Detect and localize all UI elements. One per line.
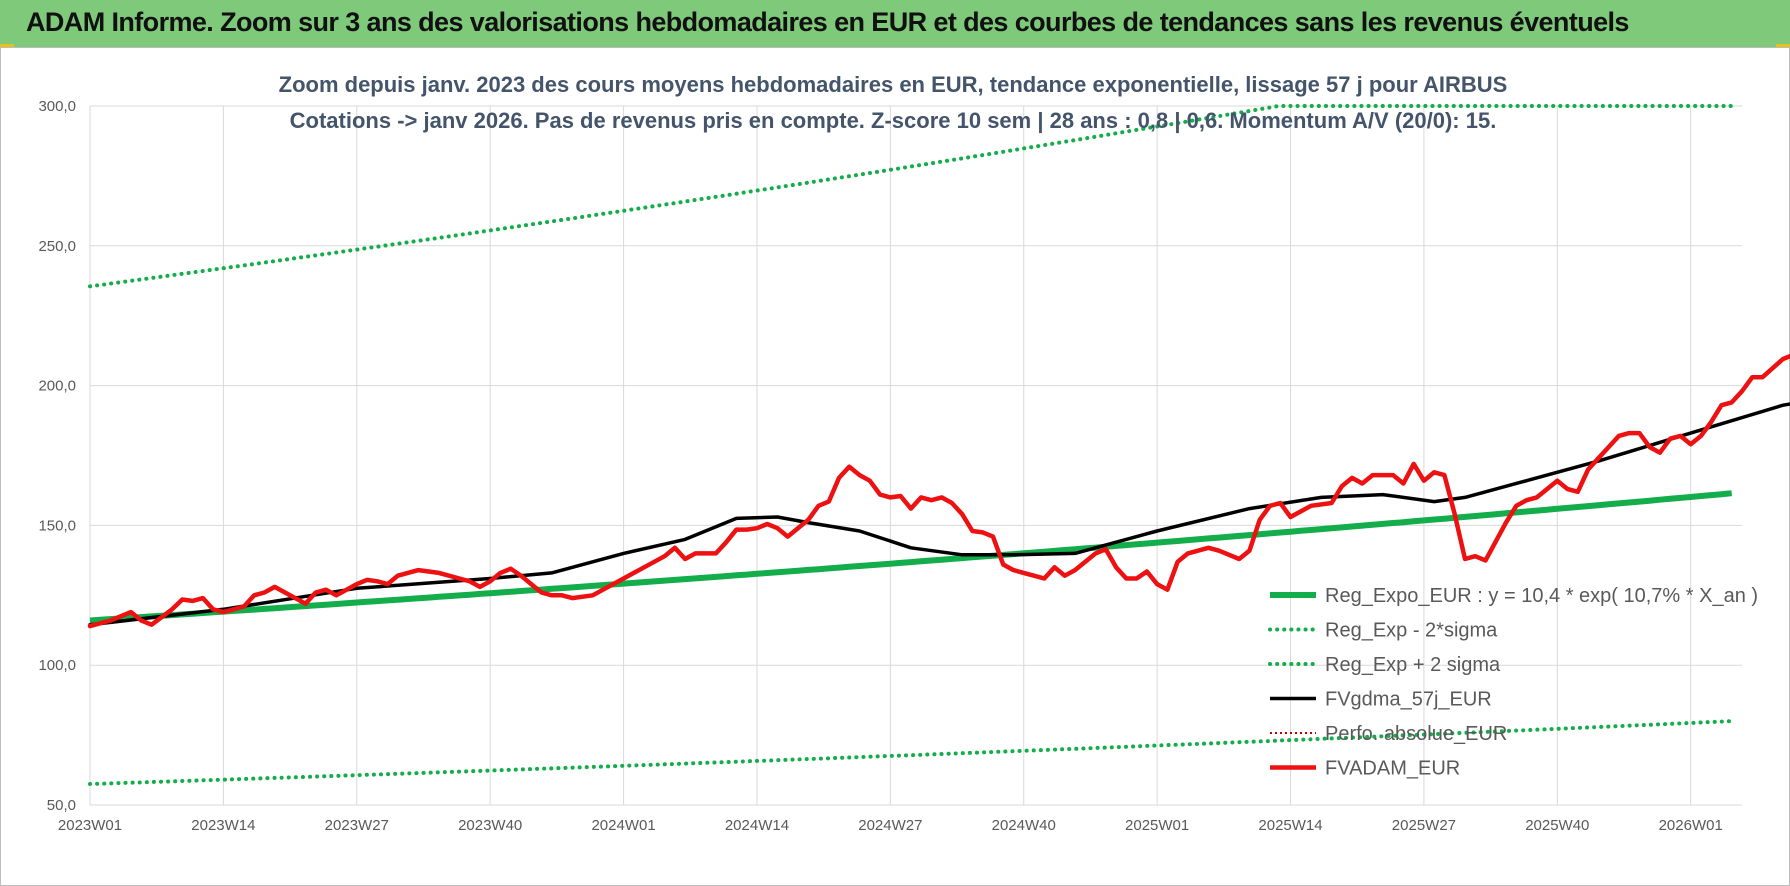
chart-title-line-1: Zoom depuis janv. 2023 des cours moyens … [279, 72, 1508, 97]
series-reg-expo [89, 490, 1732, 624]
x-tick-label: 2024W27 [858, 817, 922, 834]
chart-title-line-2: Cotations -> janv 2026. Pas de revenus p… [290, 108, 1497, 133]
x-axis-ticks: 2023W01 2023W14 2023W27 2023W40 2024W01 2024W… [58, 817, 1723, 834]
header-banner: ADAM Informe. Zoom sur 3 ans des valoris… [0, 0, 1790, 48]
x-tick-label: 2023W01 [58, 817, 122, 834]
x-tick-label: 2024W01 [591, 817, 655, 834]
x-tick-label: 2023W14 [191, 817, 255, 834]
x-tick-label: 2025W14 [1258, 817, 1322, 834]
y-tick-label: 100,0 [38, 657, 76, 674]
x-tick-label: 2026W01 [1659, 817, 1723, 834]
right-corner-marker [1776, 44, 1790, 48]
y-tick-label: 150,0 [38, 517, 76, 534]
y-axis-ticks: 50,0 100,0 150,0 200,0 250,0 300,0 [38, 98, 76, 814]
y-tick-label: 300,0 [38, 98, 76, 115]
legend-label-plus2: Reg_Exp + 2 sigma [1325, 654, 1501, 676]
legend-label-fvadam: FVADAM_EUR [1325, 758, 1460, 780]
x-tick-label: 2023W40 [458, 817, 522, 834]
left-corner-marker [0, 44, 14, 48]
chart-gridlines [89, 105, 1742, 806]
series-reg-exp-minus-2sigma [88, 719, 1734, 786]
legend-label-reg_expo: Reg_Expo_EUR : y = 10,4 * exp( 10,7% * X… [1325, 585, 1758, 607]
y-tick-label: 200,0 [38, 378, 76, 395]
x-tick-label: 2024W14 [725, 817, 789, 834]
x-tick-label: 2025W40 [1525, 817, 1589, 834]
series-fvgdma-57j [88, 402, 1790, 627]
page-title: ADAM Informe. Zoom sur 3 ans des valoris… [26, 7, 1629, 37]
legend-label-gdma: FVgdma_57j_EUR [1325, 689, 1492, 711]
legend-label-perfo: Perfo. absolue_EUR [1325, 723, 1507, 745]
x-tick-label: 2024W40 [992, 817, 1056, 834]
legend-label-minus2: Reg_Exp - 2*sigma [1325, 620, 1498, 642]
x-tick-label: 2025W01 [1125, 817, 1189, 834]
y-tick-label: 250,0 [38, 238, 76, 255]
chart-series [87, 104, 1790, 786]
x-tick-label: 2023W27 [325, 817, 389, 834]
series-fvadam [87, 353, 1790, 629]
y-tick-label: 50,0 [47, 797, 76, 814]
chart-legend: Reg_Expo_EUR : y = 10,4 * exp( 10,7% * X… [1268, 585, 1758, 780]
series-reg-exp-plus-2sigma [88, 104, 1734, 289]
x-tick-label: 2025W27 [1392, 817, 1456, 834]
